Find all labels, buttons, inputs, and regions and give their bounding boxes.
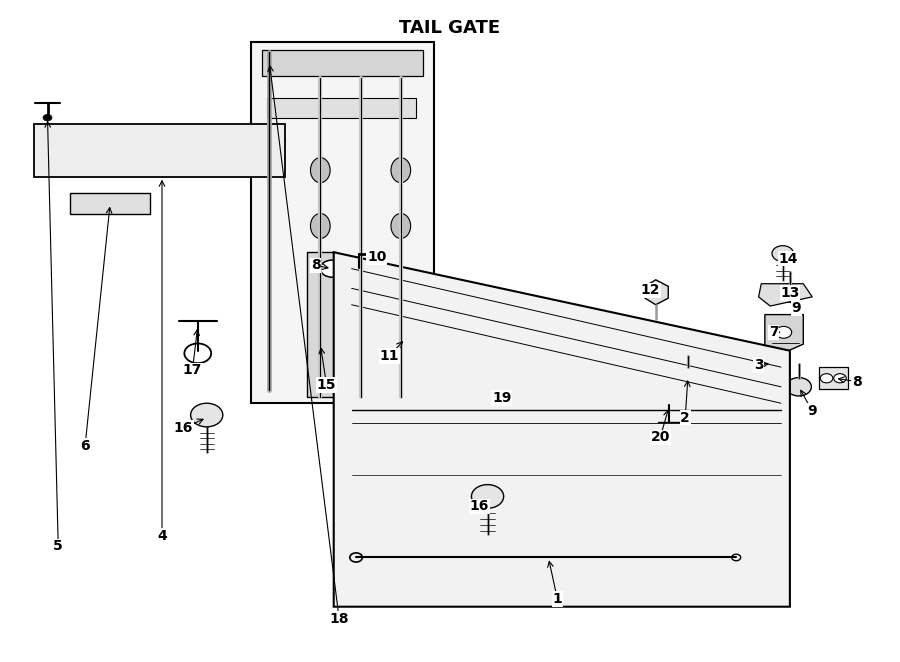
Polygon shape (220, 137, 247, 162)
Circle shape (191, 403, 223, 427)
Text: 4: 4 (158, 529, 166, 543)
Circle shape (674, 367, 701, 387)
Text: 6: 6 (80, 439, 90, 453)
Text: 12: 12 (641, 283, 660, 297)
Text: 15: 15 (317, 378, 337, 392)
Text: 9: 9 (807, 404, 817, 418)
Polygon shape (818, 367, 848, 389)
Circle shape (763, 360, 772, 367)
Circle shape (360, 264, 371, 272)
Circle shape (320, 260, 344, 277)
Text: 5: 5 (53, 540, 63, 553)
Text: 10: 10 (367, 250, 386, 265)
Circle shape (472, 485, 504, 508)
Circle shape (349, 264, 360, 272)
Circle shape (43, 115, 52, 121)
Polygon shape (262, 50, 423, 76)
Text: 2: 2 (680, 410, 690, 424)
Circle shape (787, 377, 812, 396)
Circle shape (772, 246, 794, 261)
Text: 7: 7 (769, 325, 778, 340)
Polygon shape (389, 324, 425, 351)
Polygon shape (182, 137, 209, 162)
Text: 14: 14 (778, 252, 797, 265)
Text: 8: 8 (311, 258, 320, 272)
Text: 11: 11 (380, 349, 399, 363)
Polygon shape (334, 252, 790, 606)
Polygon shape (307, 252, 336, 397)
Polygon shape (765, 314, 804, 352)
Circle shape (820, 373, 832, 383)
Text: 9: 9 (791, 301, 801, 315)
Ellipse shape (391, 214, 410, 238)
Text: 1: 1 (553, 592, 562, 606)
Polygon shape (266, 98, 416, 118)
Circle shape (658, 395, 680, 412)
Text: 8: 8 (852, 375, 862, 389)
Polygon shape (645, 280, 668, 305)
Circle shape (340, 260, 364, 277)
Circle shape (776, 326, 792, 338)
Circle shape (396, 332, 410, 343)
Ellipse shape (310, 214, 330, 238)
Text: 16: 16 (470, 499, 490, 513)
Polygon shape (144, 137, 171, 162)
Polygon shape (70, 193, 150, 214)
Text: 16: 16 (174, 421, 194, 435)
Polygon shape (761, 356, 785, 370)
Text: 20: 20 (651, 430, 670, 444)
Polygon shape (428, 377, 571, 423)
Circle shape (778, 284, 803, 302)
Ellipse shape (310, 158, 330, 183)
Polygon shape (251, 42, 434, 403)
Polygon shape (759, 284, 812, 306)
Polygon shape (34, 124, 284, 177)
Text: 19: 19 (492, 391, 511, 405)
Circle shape (833, 373, 846, 383)
Polygon shape (66, 137, 92, 162)
Polygon shape (105, 137, 132, 162)
Text: 3: 3 (754, 358, 763, 372)
Text: 13: 13 (780, 286, 799, 300)
Text: TAIL GATE: TAIL GATE (400, 19, 500, 37)
Text: 17: 17 (183, 363, 202, 377)
Ellipse shape (391, 158, 410, 183)
Text: 18: 18 (329, 612, 349, 626)
